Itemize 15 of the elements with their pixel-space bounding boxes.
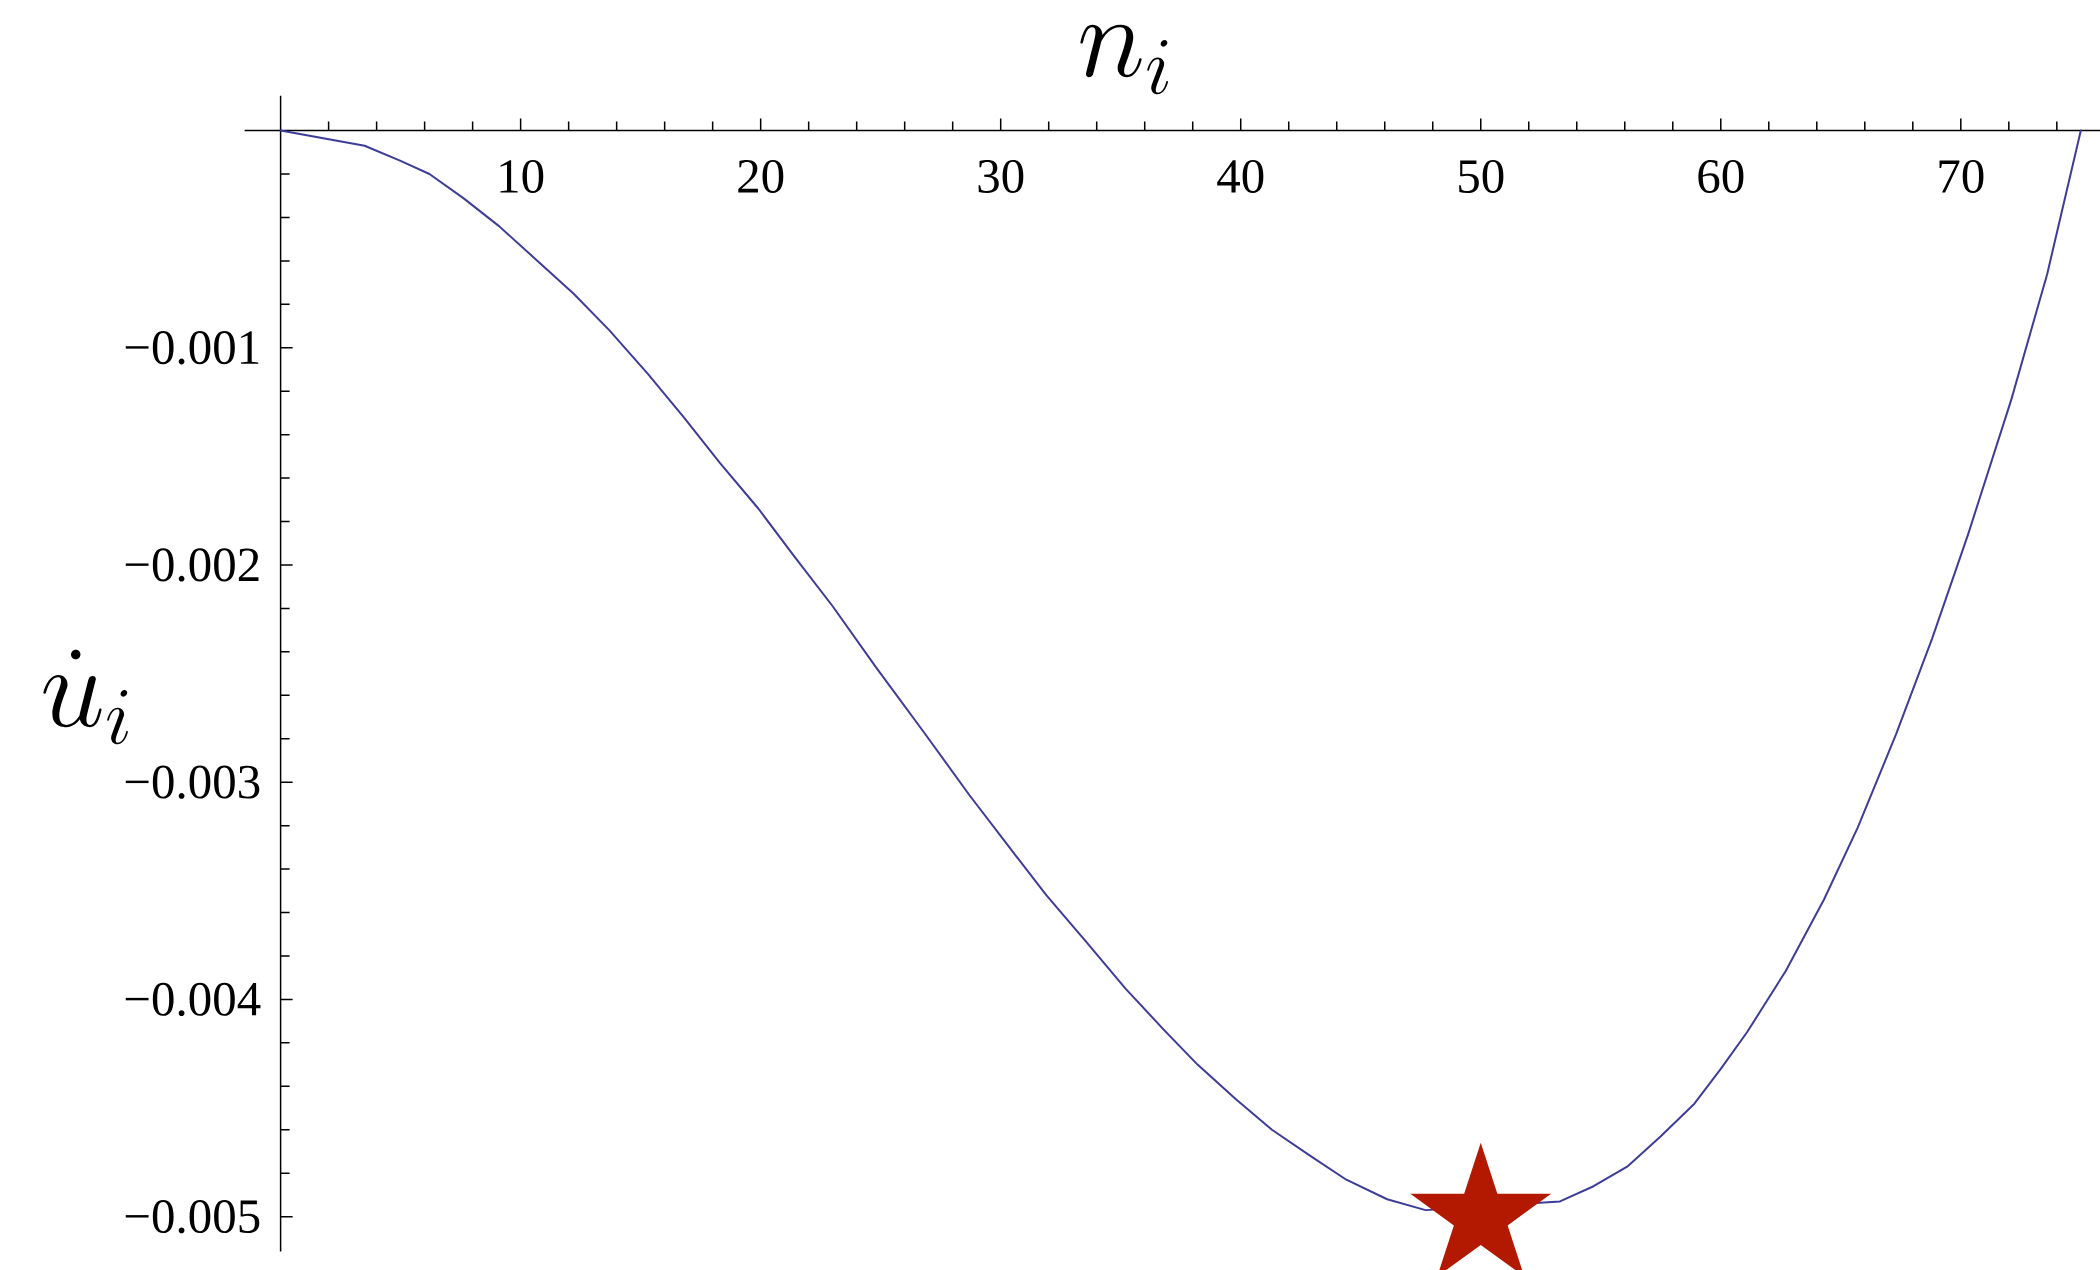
x-axis-title: $n_i$	[1080, 24, 1169, 95]
y-axis-title: $\dot{u}_i$	[43, 649, 128, 745]
y-tick-label: −0.001	[125, 331, 259, 365]
x-tick-label: 70	[1939, 159, 1984, 193]
y-tick-label: −0.004	[125, 982, 261, 1017]
y-tick-label: −0.002	[125, 548, 259, 582]
line-series	[279, 129, 2082, 1212]
y-tick-label: −0.003	[125, 765, 260, 799]
x-tick-label: 20	[738, 159, 784, 193]
x-tick-label: 40	[1217, 159, 1264, 193]
x-tick-label: 30	[978, 159, 1024, 193]
x-tick-label: 60	[1698, 159, 1744, 193]
x-tick-label: 50	[1459, 159, 1504, 193]
x-tick-label: 10	[500, 159, 544, 193]
y-tick-label: −0.005	[125, 1200, 260, 1234]
